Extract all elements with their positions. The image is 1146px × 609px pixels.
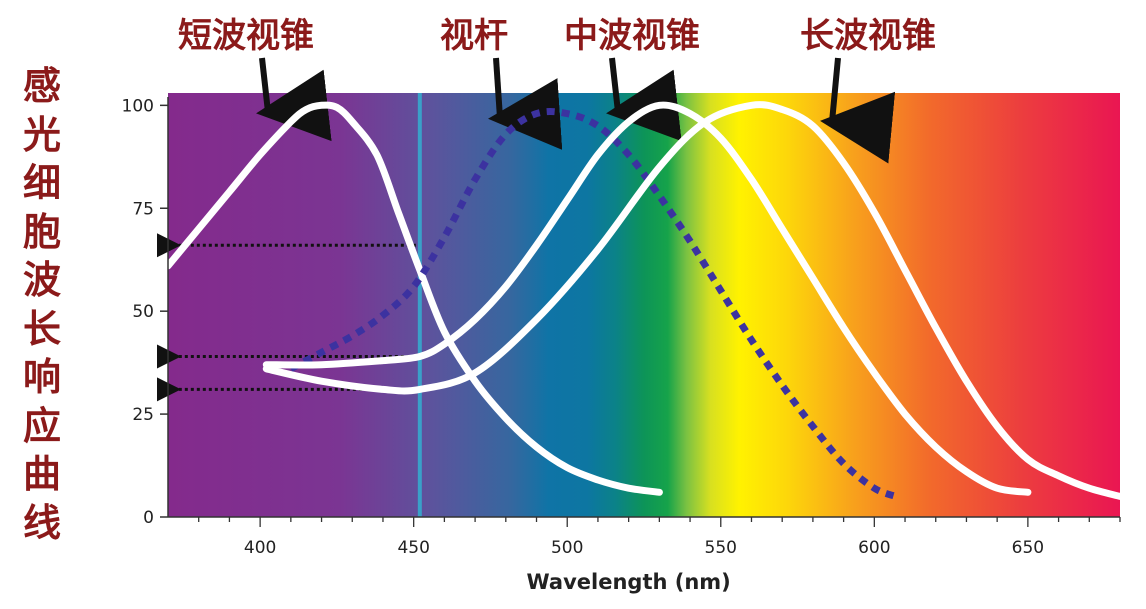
- y-tick-label: 75: [132, 199, 154, 219]
- y-axis-label-char: 细: [22, 160, 61, 205]
- spectrum-background: [168, 93, 1120, 517]
- axes-layer: 0 25 50 75 100 400 450 500 550 600 650 Wavelength (…: [122, 96, 1121, 594]
- curves-layer: [164, 101, 1124, 500]
- series-curve-0: [164, 101, 663, 496]
- label-rod: 视杆: [440, 16, 508, 56]
- y-axis-label-char: 响: [22, 354, 61, 399]
- y-axis-label-char: 光: [22, 111, 61, 157]
- y-axis-label-char: 胞: [22, 208, 61, 254]
- y-axis-label-char: 波: [22, 257, 61, 302]
- y-tick-label: 0: [143, 508, 154, 528]
- x-tick-label: 400: [244, 538, 276, 558]
- label-pointer-3: [820, 57, 896, 164]
- label-long-cone: 长波视锥: [800, 16, 936, 56]
- x-tick-label: 600: [858, 538, 890, 558]
- y-tick-label: 50: [132, 302, 154, 322]
- y-axis-label-char: 曲: [22, 451, 61, 496]
- x-tick-label: 550: [705, 538, 737, 558]
- y-tick-label: 100: [122, 96, 154, 116]
- series-curve-2: [262, 101, 1032, 496]
- y-axis-label: 感光细胞波长响应曲线: [18, 62, 66, 547]
- label-medium-cone: 中波视锥: [564, 16, 700, 56]
- series-curve-1: [289, 108, 898, 500]
- x-axis-label: Wavelength (nm): [527, 570, 731, 594]
- label-pointer-1: [488, 57, 563, 150]
- y-axis-label-char: 长: [22, 305, 61, 351]
- y-tick-label: 25: [132, 405, 154, 425]
- y-axis-label-char: 感: [22, 63, 61, 108]
- y-axis-label-char: 应: [22, 402, 61, 448]
- x-tick-label: 500: [551, 538, 583, 558]
- series-curve-3: [262, 101, 1124, 500]
- label-pointer-0: [256, 57, 332, 142]
- y-axis-label-char: 线: [22, 499, 61, 545]
- x-tick-label: 650: [1012, 538, 1044, 558]
- label-pointer-2: [606, 57, 682, 142]
- x-tick-label: 450: [397, 538, 429, 558]
- overlay-layer: [157, 57, 896, 517]
- label-short-cone: 短波视锥: [178, 16, 314, 56]
